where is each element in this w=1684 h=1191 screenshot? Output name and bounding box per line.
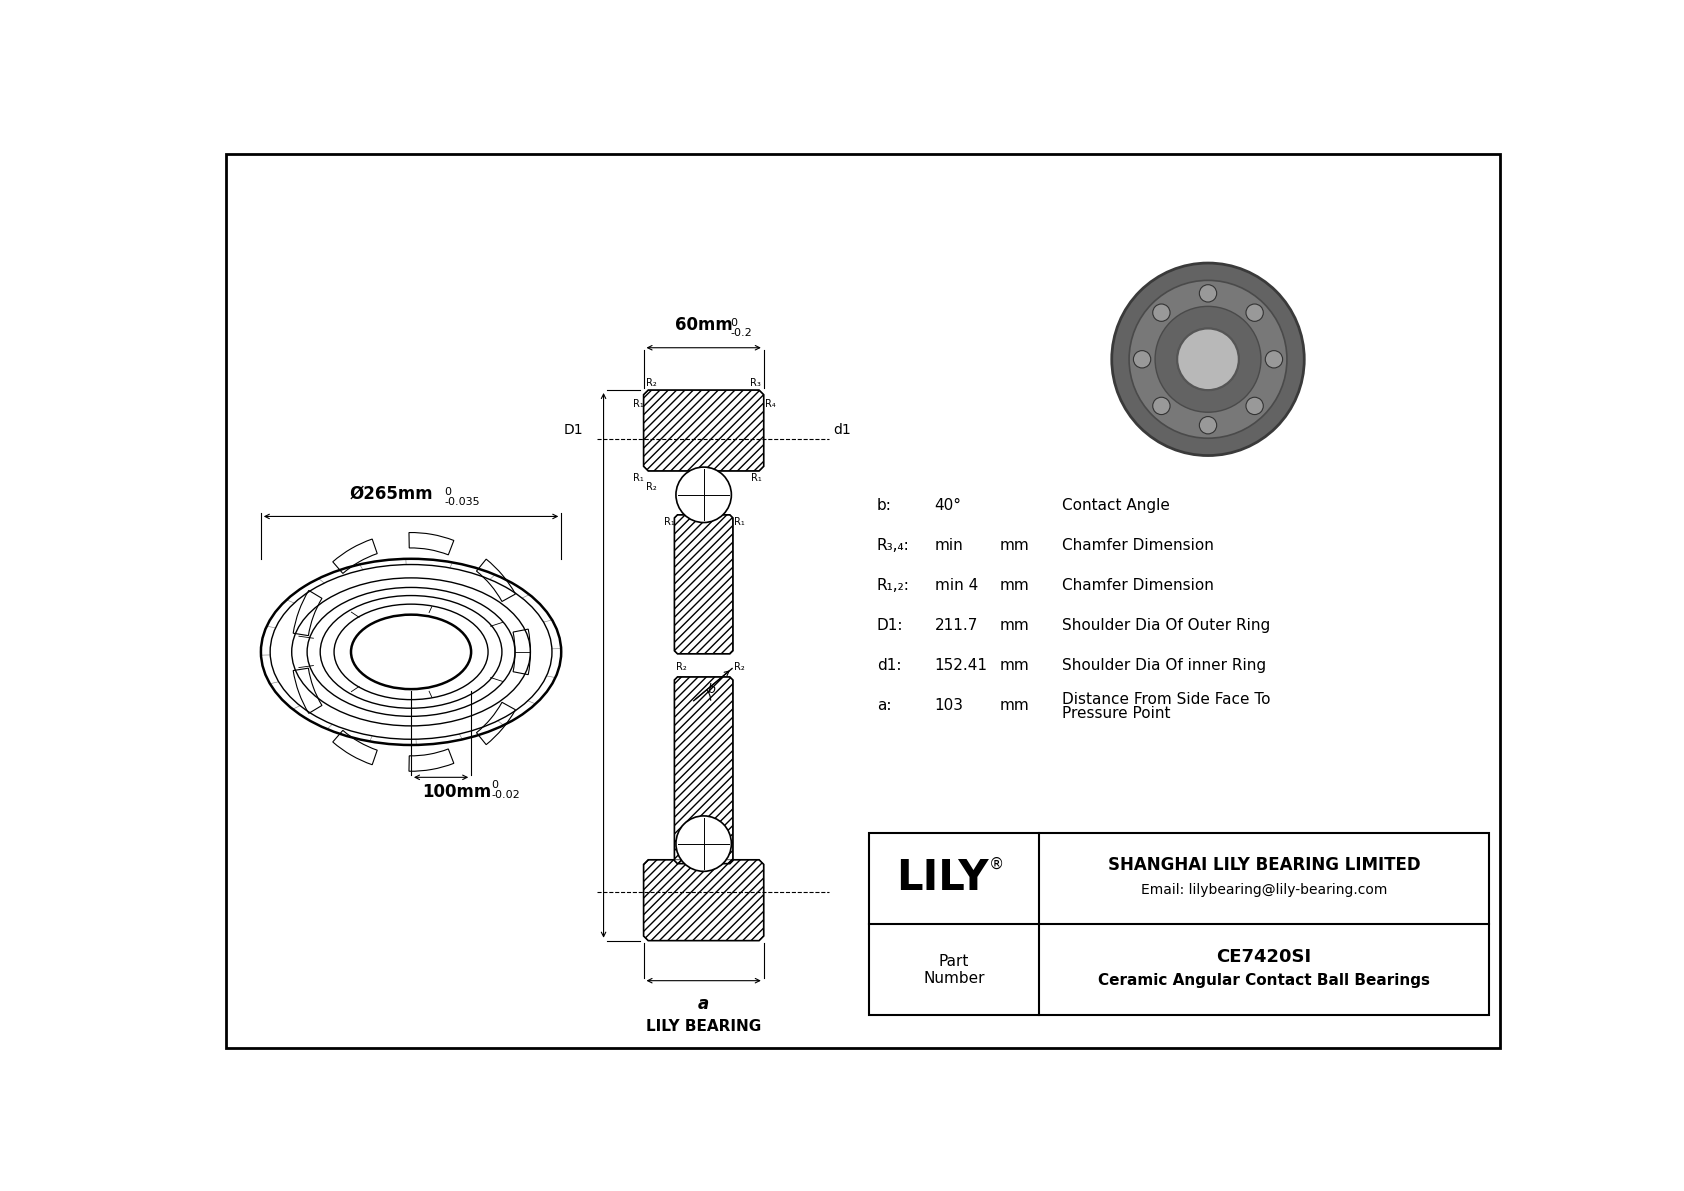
Text: mm: mm [1000, 698, 1031, 713]
Text: R₁: R₁ [734, 517, 746, 528]
Polygon shape [643, 860, 765, 941]
Text: Ø265mm: Ø265mm [350, 485, 433, 503]
Text: 0: 0 [445, 487, 451, 497]
Circle shape [1265, 350, 1283, 368]
Text: LILY BEARING: LILY BEARING [647, 1019, 761, 1034]
Circle shape [1246, 398, 1263, 414]
Text: 40°: 40° [935, 498, 962, 513]
Text: ®: ® [989, 858, 1004, 872]
Text: R₁: R₁ [663, 517, 674, 528]
Text: 103: 103 [935, 698, 963, 713]
Circle shape [1177, 329, 1239, 391]
Circle shape [1199, 285, 1216, 303]
Text: mm: mm [1000, 538, 1031, 553]
Text: 152.41: 152.41 [935, 659, 987, 673]
Ellipse shape [261, 559, 561, 746]
Text: b: b [707, 682, 716, 696]
Text: R₁: R₁ [633, 473, 643, 484]
Circle shape [1177, 329, 1239, 391]
Text: Shoulder Dia Of inner Ring: Shoulder Dia Of inner Ring [1061, 659, 1266, 673]
Text: R₁: R₁ [633, 399, 643, 410]
Text: b:: b: [877, 498, 893, 513]
Text: R₂: R₂ [647, 482, 657, 493]
Circle shape [675, 467, 731, 523]
Text: a: a [699, 994, 709, 1012]
Polygon shape [643, 391, 765, 470]
Polygon shape [674, 515, 733, 654]
Text: R₁: R₁ [751, 473, 763, 484]
Circle shape [1246, 304, 1263, 322]
Circle shape [1111, 263, 1305, 455]
Text: Distance From Side Face To: Distance From Side Face To [1061, 692, 1270, 707]
Text: Chamfer Dimension: Chamfer Dimension [1061, 538, 1214, 553]
Text: D1:: D1: [877, 618, 903, 634]
Text: R₃,₄:: R₃,₄: [877, 538, 909, 553]
Circle shape [1128, 280, 1287, 438]
Bar [869, 833, 1489, 1016]
Circle shape [675, 816, 731, 872]
Text: mm: mm [1000, 618, 1031, 634]
Text: mm: mm [1000, 659, 1031, 673]
Text: SHANGHAI LILY BEARING LIMITED: SHANGHAI LILY BEARING LIMITED [1108, 855, 1420, 874]
Polygon shape [674, 676, 733, 863]
Circle shape [1199, 417, 1216, 434]
Text: D1: D1 [564, 423, 584, 437]
Text: R₁,₂:: R₁,₂: [877, 578, 909, 593]
Circle shape [1154, 398, 1170, 414]
Text: LILY: LILY [896, 858, 989, 899]
Circle shape [1154, 304, 1170, 322]
Text: R₄: R₄ [765, 399, 776, 410]
Text: 100mm: 100mm [423, 784, 492, 802]
Text: d1: d1 [834, 423, 850, 437]
Text: 0: 0 [731, 318, 738, 329]
Text: Chamfer Dimension: Chamfer Dimension [1061, 578, 1214, 593]
Text: mm: mm [1000, 578, 1031, 593]
Text: d1:: d1: [877, 659, 901, 673]
Text: 211.7: 211.7 [935, 618, 978, 634]
Text: CE7420SI: CE7420SI [1216, 948, 1312, 966]
Text: -0.2: -0.2 [731, 328, 753, 338]
Text: Email: lilybearing@lily-bearing.com: Email: lilybearing@lily-bearing.com [1140, 883, 1388, 897]
Text: Part
Number: Part Number [923, 954, 985, 986]
Circle shape [1133, 350, 1150, 368]
Circle shape [1155, 306, 1261, 412]
Text: Ceramic Angular Contact Ball Bearings: Ceramic Angular Contact Ball Bearings [1098, 973, 1430, 989]
Text: Pressure Point: Pressure Point [1061, 706, 1170, 721]
Text: R₃: R₃ [749, 378, 761, 388]
Text: -0.035: -0.035 [445, 497, 480, 507]
Text: min 4: min 4 [935, 578, 978, 593]
Text: R₂: R₂ [647, 378, 657, 388]
Text: Contact Angle: Contact Angle [1061, 498, 1170, 513]
Text: min: min [935, 538, 963, 553]
Text: R₂: R₂ [675, 661, 687, 672]
Text: Shoulder Dia Of Outer Ring: Shoulder Dia Of Outer Ring [1061, 618, 1270, 634]
Text: 0: 0 [492, 780, 498, 790]
Text: -0.02: -0.02 [492, 790, 520, 799]
Text: R₂: R₂ [734, 661, 746, 672]
Text: 60mm: 60mm [675, 316, 733, 333]
Text: a:: a: [877, 698, 891, 713]
